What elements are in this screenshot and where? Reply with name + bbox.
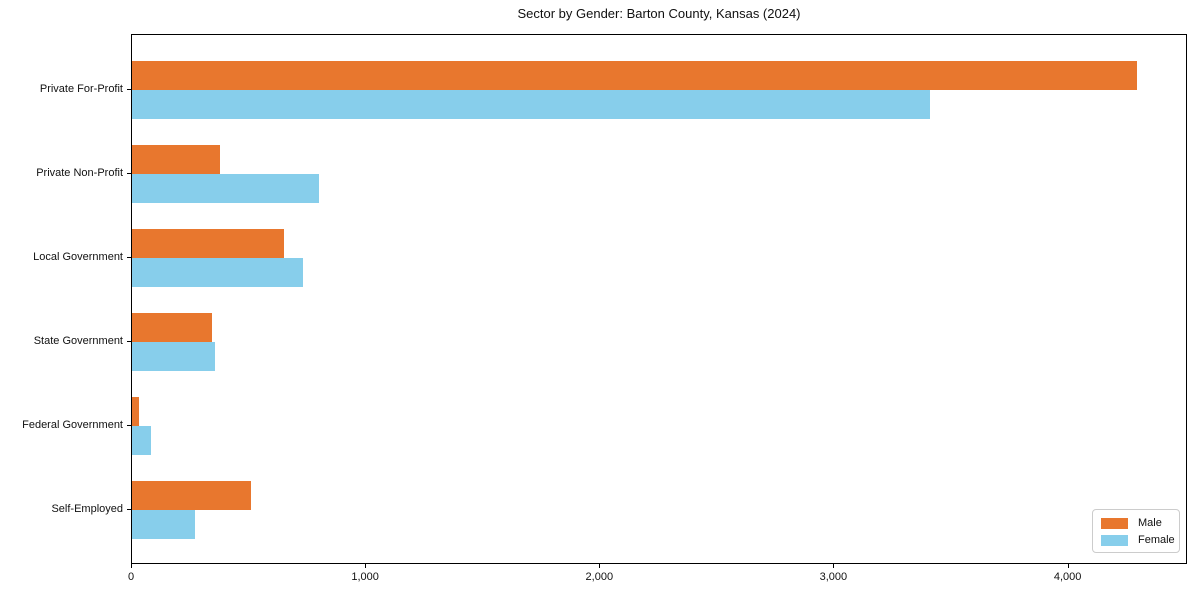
x-tick-mark <box>131 564 132 568</box>
chart-title: Sector by Gender: Barton County, Kansas … <box>517 6 801 21</box>
legend-swatch-male <box>1101 517 1128 529</box>
legend-label: Male <box>1138 517 1162 529</box>
legend: Male Female <box>1092 509 1180 553</box>
bar-male-5 <box>132 397 139 426</box>
bar-male-6 <box>132 481 252 510</box>
bar-female-4 <box>132 342 216 371</box>
bar-male-4 <box>132 313 212 342</box>
x-tick-label: 3,000 <box>819 571 848 583</box>
y-tick-mark <box>127 425 131 426</box>
x-tick-mark <box>599 564 601 568</box>
bar-male-2 <box>132 145 220 174</box>
legend-swatch-female <box>1101 534 1128 546</box>
x-tick-mark <box>365 564 367 568</box>
bar-female-3 <box>132 258 303 287</box>
y-tick-mark <box>127 173 131 174</box>
x-tick-label: 0 <box>127 571 135 583</box>
legend-item-male: Male <box>1101 516 1171 530</box>
y-tick-label: Local Government <box>33 251 123 263</box>
y-tick-label: Federal Government <box>22 419 123 431</box>
x-tick-label: 1,000 <box>351 571 379 583</box>
bar-female-2 <box>132 174 320 203</box>
x-tick-mark <box>833 564 835 568</box>
legend-item-female: Female <box>1101 533 1175 547</box>
y-tick-mark <box>127 341 131 342</box>
bar-male-1 <box>132 61 1137 90</box>
plot-area <box>131 34 1187 564</box>
y-tick-mark <box>127 509 131 510</box>
bar-female-6 <box>132 510 196 539</box>
y-tick-label: Self-Employed <box>51 503 123 515</box>
y-tick-label: Private Non-Profit <box>36 167 123 179</box>
y-tick-label: State Government <box>33 335 123 347</box>
y-tick-mark <box>127 89 131 90</box>
y-tick-label: Private For-Profit <box>39 83 123 95</box>
x-tick-label: 4,000 <box>1053 571 1082 583</box>
x-tick-label: 2,000 <box>585 571 614 583</box>
legend-label: Female <box>1138 534 1175 546</box>
y-tick-mark <box>127 257 131 258</box>
x-tick-mark <box>1067 564 1069 568</box>
bar-male-3 <box>132 229 285 258</box>
bar-female-1 <box>132 90 931 119</box>
bar-female-5 <box>132 426 151 455</box>
